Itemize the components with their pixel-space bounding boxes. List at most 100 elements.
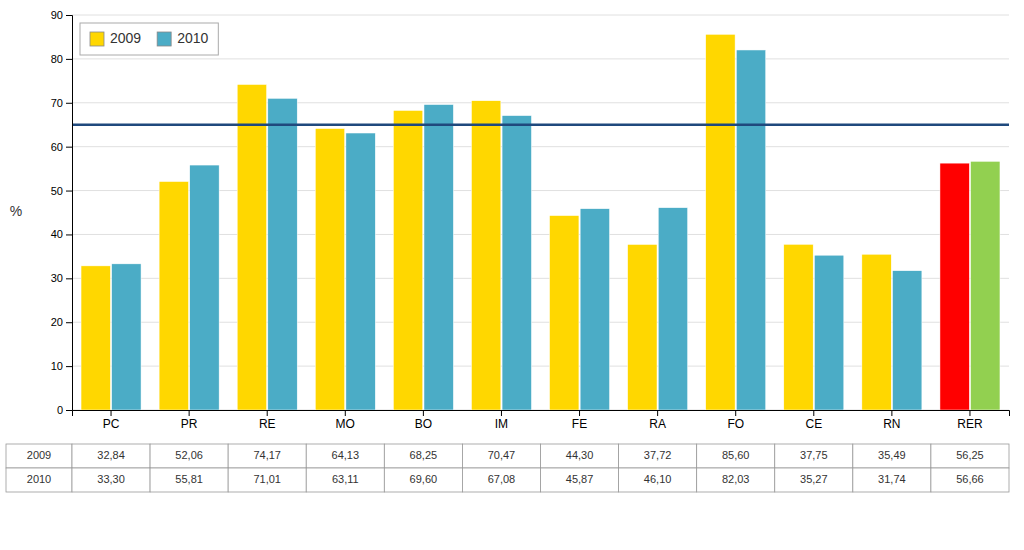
- table-value: 70,47: [488, 449, 516, 461]
- table-value: 56,66: [956, 473, 984, 485]
- x-tick-mark: [345, 410, 346, 416]
- bar: [784, 244, 813, 410]
- table-cell: [228, 444, 306, 468]
- bar: [862, 254, 891, 410]
- bar: [736, 50, 765, 410]
- marks: [72, 34, 1009, 410]
- data-table: 200932,8452,0674,1764,1368,2570,4744,303…: [6, 444, 1009, 492]
- bar: [706, 34, 735, 410]
- table-value: 45,87: [566, 473, 594, 485]
- chart-container: 0102030405060708090PCPRREMOBOIMFERAFOCER…: [0, 0, 1024, 550]
- grid-line: [72, 102, 1009, 103]
- y-axis-line: [66, 16, 73, 411]
- x-tick-label: PR: [181, 417, 198, 431]
- table-cell: [150, 468, 228, 492]
- legend-label: 2009: [110, 30, 141, 46]
- y-tick-mark: [66, 103, 72, 104]
- x-tick: CE: [805, 410, 822, 431]
- table-value: 71,01: [253, 473, 281, 485]
- x-tick-label: RER: [957, 417, 983, 431]
- table-cell: [775, 468, 853, 492]
- x-tick-label: PC: [103, 417, 120, 431]
- y-tick: 30: [51, 272, 72, 284]
- table-value: 68,25: [410, 449, 438, 461]
- x-tick-label: IM: [495, 417, 508, 431]
- chart-svg: 0102030405060708090PCPRREMOBOIMFERAFOCER…: [0, 0, 1024, 550]
- table-cell: [853, 444, 931, 468]
- table-value: 37,72: [644, 449, 672, 461]
- table-cell: [931, 468, 1009, 492]
- x-tick: FE: [572, 410, 587, 431]
- grid-line: [72, 146, 1009, 147]
- table-cell: [306, 468, 384, 492]
- y-tick-label: 80: [51, 53, 63, 65]
- x-tick-mark: [969, 410, 970, 416]
- table-cell: [462, 444, 540, 468]
- grid-line: [72, 15, 1009, 16]
- table-value: 64,13: [332, 449, 360, 461]
- x-tick-label: CE: [805, 417, 822, 431]
- table-cell: [541, 468, 619, 492]
- x-tick: RE: [259, 410, 276, 431]
- table-cell: [72, 444, 150, 468]
- y-tick-mark: [66, 59, 72, 60]
- x-tick-label: RE: [259, 417, 276, 431]
- y-tick: 40: [51, 228, 72, 240]
- y-tick: 80: [51, 53, 72, 65]
- table-value: 31,74: [878, 473, 906, 485]
- x-tick-mark: [891, 410, 892, 416]
- bar: [580, 209, 609, 410]
- bar: [315, 129, 344, 410]
- x-tick-mark: [501, 410, 502, 416]
- bar: [814, 255, 843, 410]
- bar: [268, 98, 297, 410]
- y-tick-label: 50: [51, 185, 63, 197]
- table-value: 63,11: [332, 473, 359, 485]
- table-cell: [462, 468, 540, 492]
- legend-label: 2010: [177, 30, 208, 46]
- table-value: 46,10: [644, 473, 672, 485]
- y-tick-label: 20: [51, 316, 63, 328]
- reference-line: [72, 123, 1009, 126]
- x-tick-label: FE: [572, 417, 587, 431]
- x-tick: RER: [957, 410, 983, 431]
- legend-swatch: [90, 32, 104, 46]
- table-cell: [697, 444, 775, 468]
- table-value: 44,30: [566, 449, 594, 461]
- x-tick: RA: [649, 410, 666, 431]
- y-tick: 60: [51, 141, 72, 153]
- bar: [159, 182, 188, 410]
- bar: [892, 271, 921, 410]
- table-value: 85,60: [722, 449, 750, 461]
- bar: [502, 116, 531, 410]
- bar: [346, 133, 375, 410]
- y-tick-label: 0: [57, 404, 63, 416]
- table-cell: [697, 468, 775, 492]
- legend-swatch: [157, 32, 171, 46]
- x-tick-mark: [267, 410, 268, 416]
- legend-item: 2009: [90, 30, 141, 46]
- y-tick-label: 30: [51, 272, 63, 284]
- x-tick-label: RA: [649, 417, 666, 431]
- bar: [628, 244, 657, 410]
- x-tick: FO: [727, 410, 744, 431]
- table-value: 69,60: [410, 473, 438, 485]
- x-tick-mark: [735, 410, 736, 416]
- legend-box: [80, 23, 218, 55]
- bar: [471, 101, 500, 410]
- plot-area: 0102030405060708090PCPRREMOBOIMFERAFOCER…: [6, 9, 1010, 492]
- y-axis-title: %: [10, 203, 22, 219]
- y-tick: 50: [51, 185, 72, 197]
- y-tick-mark: [66, 322, 72, 323]
- x-tick-mark: [111, 410, 112, 416]
- table-value: 37,75: [800, 449, 828, 461]
- x-tick: RN: [883, 410, 900, 431]
- y-axis: 0102030405060708090: [51, 9, 73, 416]
- bar: [190, 165, 219, 410]
- x-tick-mark: [813, 410, 814, 416]
- table-value: 74,17: [253, 449, 281, 461]
- bar-series: [112, 50, 1000, 410]
- x-axis: PCPRREMOBOIMFERAFOCERNRER: [73, 410, 1010, 431]
- table-row-label: 2010: [27, 473, 51, 485]
- bar-series: [81, 34, 969, 410]
